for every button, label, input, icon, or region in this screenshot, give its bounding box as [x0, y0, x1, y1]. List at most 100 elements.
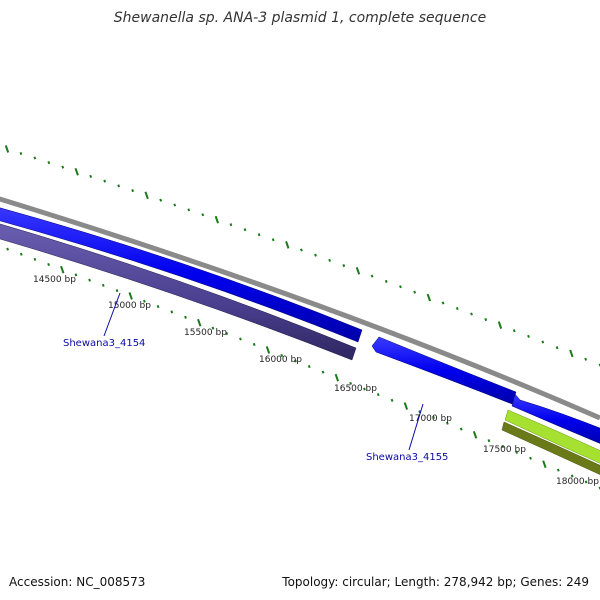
inner-minor-tick	[101, 283, 105, 287]
outer-minor-tick	[159, 198, 163, 202]
outer-minor-tick	[399, 285, 402, 289]
outer-minor-tick	[384, 279, 388, 283]
reverse-cds[interactable]	[0, 221, 357, 361]
outer-minor-tick	[47, 161, 51, 165]
inner-minor-tick	[363, 387, 366, 391]
bp-label-15500: 15500 bp	[184, 328, 227, 338]
inner-minor-tick	[211, 326, 215, 330]
inner-minor-tick	[446, 421, 449, 425]
inner-minor-tick	[459, 427, 463, 431]
inner-minor-tick	[19, 252, 23, 256]
outer-minor-tick	[314, 253, 317, 257]
inner-minor-tick	[529, 456, 532, 460]
inner-minor-tick	[321, 370, 325, 374]
inner-major-tick	[60, 265, 65, 274]
outer-minor-tick	[257, 233, 261, 237]
outer-minor-tick	[19, 151, 23, 156]
inner-minor-tick	[47, 262, 50, 267]
forward-cds-shewana3-4155[interactable]	[371, 336, 517, 405]
bp-label-17500: 17500 bp	[483, 445, 526, 455]
inner-major-tick	[128, 292, 133, 300]
outer-minor-tick	[61, 165, 65, 169]
forward-cds-next[interactable]	[511, 393, 600, 446]
outer-tick-ring	[4, 145, 600, 367]
inner-minor-tick	[390, 398, 394, 402]
inner-minor-tick	[6, 247, 10, 251]
outer-minor-tick	[541, 340, 545, 344]
inner-minor-tick	[556, 468, 560, 472]
outer-minor-tick	[584, 357, 588, 361]
outer-minor-tick	[512, 329, 516, 333]
outer-minor-tick	[470, 312, 473, 316]
outer-minor-tick	[300, 248, 303, 252]
inner-minor-tick	[376, 393, 380, 397]
bp-label-15000: 15000 bp	[108, 301, 151, 311]
bp-label-16500: 16500 bp	[334, 384, 377, 394]
outer-major-tick	[74, 167, 79, 176]
outer-minor-tick	[187, 208, 191, 212]
inner-minor-tick	[88, 278, 91, 282]
olive-feature[interactable]	[501, 421, 600, 476]
bp-label-14500: 14500 bp	[33, 275, 76, 285]
outer-minor-tick	[201, 213, 205, 217]
inner-major-tick	[265, 346, 271, 354]
outer-minor-tick	[413, 290, 417, 294]
inner-minor-tick	[515, 450, 519, 454]
outer-major-tick	[426, 293, 432, 302]
gene-leader-shewana3-4154	[103, 292, 121, 337]
outer-minor-tick	[131, 189, 135, 193]
map-title: Shewanella sp. ANA-3 plasmid 1, complete…	[113, 10, 487, 26]
inner-major-tick	[197, 318, 202, 327]
inner-minor-tick	[570, 474, 574, 478]
inner-minor-tick	[74, 273, 78, 277]
outer-minor-tick	[243, 228, 247, 232]
inner-minor-tick	[294, 359, 297, 363]
inner-major-tick	[542, 460, 547, 468]
outer-major-tick	[285, 241, 290, 249]
inner-minor-tick	[156, 305, 160, 309]
outer-minor-tick	[441, 301, 445, 305]
forward-cds-shewana3-4154[interactable]	[0, 205, 363, 343]
outer-major-tick	[569, 349, 574, 358]
accession-text: Accession: NC_008573	[9, 575, 146, 589]
bp-label-17000: 17000 bp	[409, 414, 452, 424]
outer-minor-tick	[173, 203, 177, 207]
inner-minor-tick	[307, 365, 311, 369]
inner-tick-ring	[6, 247, 600, 490]
outer-minor-tick	[455, 306, 459, 311]
inner-major-tick	[334, 373, 340, 382]
inner-major-tick	[472, 431, 478, 439]
inner-major-tick	[403, 402, 409, 410]
outer-minor-tick	[229, 223, 233, 227]
outer-minor-tick	[89, 174, 93, 178]
inner-minor-tick	[143, 299, 146, 303]
outer-minor-tick	[328, 258, 332, 262]
inner-minor-tick	[487, 439, 491, 443]
gene-leader-shewana3-4155	[408, 403, 424, 451]
inner-minor-tick	[252, 342, 256, 346]
inner-minor-tick	[349, 381, 353, 385]
outer-major-tick	[214, 215, 220, 224]
gene-label-shewana3-4155[interactable]: Shewana3_4155	[366, 452, 448, 463]
outer-major-tick	[497, 321, 503, 329]
outer-minor-tick	[103, 179, 107, 183]
inner-minor-tick	[225, 332, 229, 336]
outer-minor-tick	[555, 346, 559, 350]
topology-summary: Topology: circular; Length: 278,942 bp; …	[282, 575, 589, 589]
inner-minor-tick	[239, 337, 242, 341]
outer-minor-tick	[527, 334, 530, 338]
outer-major-tick	[144, 191, 149, 200]
inner-minor-tick	[33, 257, 37, 261]
outer-major-tick	[4, 145, 10, 153]
inner-minor-tick	[584, 480, 588, 484]
bp-label-16000: 16000 bp	[259, 355, 302, 365]
outer-major-tick	[355, 266, 361, 275]
outer-minor-tick	[271, 238, 275, 242]
outer-minor-tick	[484, 318, 488, 322]
plasmid-backbone	[0, 196, 600, 421]
inner-minor-tick	[170, 310, 174, 314]
green-feature[interactable]	[504, 409, 600, 466]
inner-minor-tick	[184, 315, 187, 319]
gene-label-shewana3-4154[interactable]: Shewana3_4154	[63, 338, 145, 349]
